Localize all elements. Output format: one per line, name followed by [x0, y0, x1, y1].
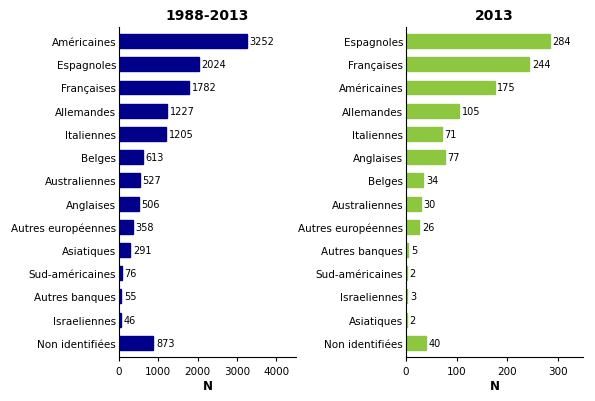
- Text: 2: 2: [409, 269, 416, 279]
- X-axis label: N: N: [490, 379, 500, 392]
- Bar: [119, 243, 130, 257]
- X-axis label: N: N: [202, 379, 212, 392]
- Bar: [406, 151, 445, 165]
- Bar: [406, 220, 419, 234]
- Text: 46: 46: [124, 315, 136, 325]
- Text: 77: 77: [447, 153, 460, 163]
- Text: 1227: 1227: [170, 106, 195, 116]
- Bar: [119, 151, 143, 165]
- Bar: [406, 290, 408, 304]
- Bar: [406, 128, 442, 142]
- Bar: [406, 81, 494, 95]
- Text: 34: 34: [426, 176, 438, 186]
- Bar: [406, 58, 530, 72]
- Text: 244: 244: [532, 60, 550, 70]
- Bar: [406, 197, 421, 211]
- Text: 55: 55: [124, 292, 136, 302]
- Bar: [119, 313, 121, 327]
- Text: 291: 291: [133, 245, 152, 255]
- Bar: [119, 105, 167, 118]
- Text: 284: 284: [552, 37, 571, 47]
- Text: 76: 76: [124, 269, 137, 279]
- Text: 3252: 3252: [250, 37, 274, 47]
- Bar: [119, 128, 167, 142]
- Bar: [119, 220, 133, 234]
- Bar: [119, 290, 121, 304]
- Text: 26: 26: [422, 222, 434, 232]
- Text: 2: 2: [409, 315, 416, 325]
- Bar: [119, 267, 122, 280]
- Text: 1782: 1782: [192, 83, 217, 93]
- Text: 3: 3: [410, 292, 416, 302]
- Text: 358: 358: [136, 222, 154, 232]
- Text: 71: 71: [444, 130, 457, 140]
- Text: 873: 873: [156, 338, 174, 348]
- Bar: [406, 267, 407, 280]
- Text: 105: 105: [462, 106, 480, 116]
- Title: 1988-2013: 1988-2013: [166, 9, 249, 23]
- Bar: [406, 336, 426, 350]
- Bar: [406, 35, 550, 49]
- Bar: [119, 81, 189, 95]
- Text: 40: 40: [429, 338, 441, 348]
- Bar: [406, 243, 409, 257]
- Text: 5: 5: [411, 245, 418, 255]
- Text: 175: 175: [497, 83, 516, 93]
- Text: 527: 527: [142, 176, 161, 186]
- Text: 613: 613: [146, 153, 164, 163]
- Bar: [119, 174, 140, 188]
- Bar: [406, 313, 407, 327]
- Bar: [119, 336, 154, 350]
- Text: 2024: 2024: [201, 60, 226, 70]
- Text: 506: 506: [142, 199, 160, 209]
- Bar: [119, 35, 247, 49]
- Bar: [119, 58, 199, 72]
- Title: 2013: 2013: [475, 9, 514, 23]
- Text: 30: 30: [424, 199, 436, 209]
- Bar: [406, 174, 423, 188]
- Text: 1205: 1205: [169, 130, 194, 140]
- Bar: [119, 197, 139, 211]
- Bar: [406, 105, 459, 118]
